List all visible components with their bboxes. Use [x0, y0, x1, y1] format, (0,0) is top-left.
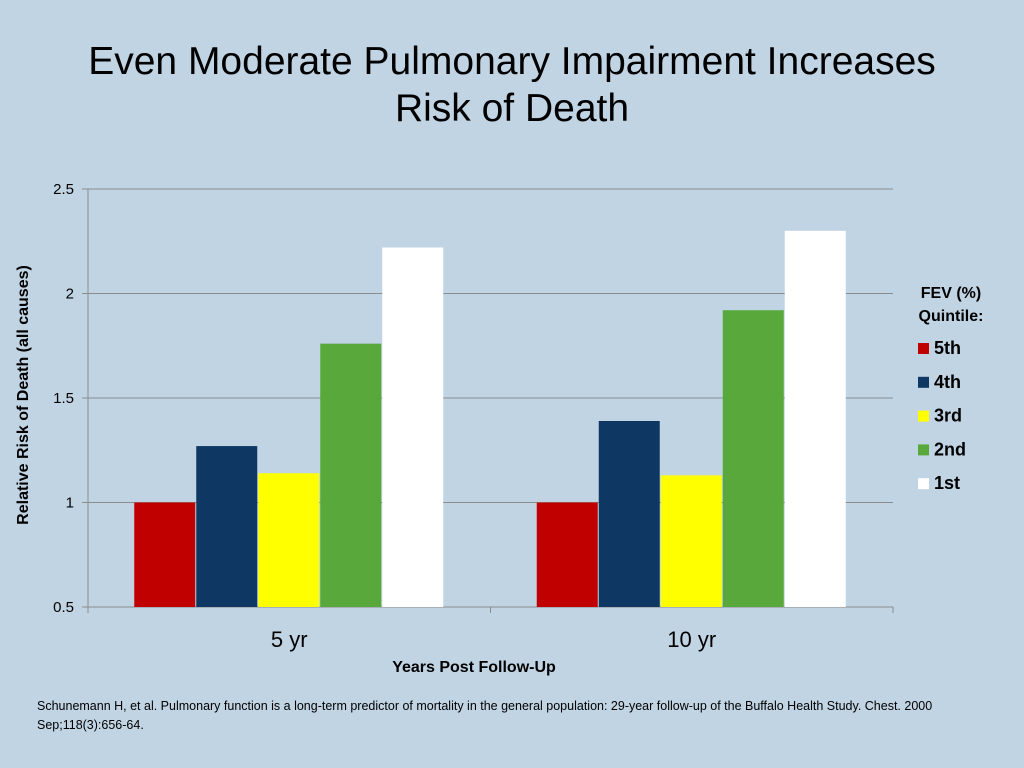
y-axis-title: Relative Risk of Death (all causes) [15, 265, 32, 525]
slide-title-line-2: Risk of Death [394, 87, 630, 130]
legend-label-2nd: 2nd [934, 439, 966, 459]
legend-title-line-2: Quintile: [919, 308, 984, 325]
legend-swatch-3rd [918, 410, 929, 422]
bar-5th-10yr [536, 502, 598, 607]
bar-1st-10yr [784, 230, 846, 608]
legend-title-line-1: FEV (%) [921, 285, 981, 302]
y-tick-label: 1.5 [53, 390, 74, 407]
citation: Schunemann H, et al. Pulmonary function … [37, 699, 933, 732]
bar-2nd-10yr [722, 310, 784, 607]
x-tick-label: 10 yr [667, 627, 716, 652]
legend-label-1st: 1st [934, 473, 960, 493]
bar-3rd-10yr [660, 475, 722, 607]
y-tick-label: 2 [66, 286, 74, 303]
legend-label-5th: 5th [934, 338, 961, 358]
bar-2nd-5yr [320, 343, 382, 607]
y-tick-label: 2.5 [53, 181, 74, 198]
bar-1st-5yr [382, 247, 444, 607]
legend-label-3rd: 3rd [934, 406, 962, 426]
legend-swatch-4th [918, 376, 929, 388]
bar-4th-10yr [598, 420, 660, 607]
legend-swatch-2nd [918, 444, 929, 456]
bar-3rd-5yr [258, 473, 320, 607]
y-tick-label: 1 [66, 495, 74, 512]
legend-label-4th: 4th [934, 372, 961, 392]
legend-swatch-1st [918, 478, 929, 490]
bar-4th-5yr [196, 446, 258, 607]
x-axis-title: Years Post Follow-Up [392, 659, 556, 676]
slide-title-line-1: Even Moderate Pulmonary Impairment Incre… [88, 40, 936, 83]
y-tick-label: 0.5 [53, 599, 74, 616]
legend-swatch-5th [918, 343, 929, 354]
slide-title: Even Moderate Pulmonary Impairment Incre… [0, 38, 1024, 132]
x-tick-label: 5 yr [271, 627, 308, 652]
bar-5th-5yr [134, 502, 196, 607]
